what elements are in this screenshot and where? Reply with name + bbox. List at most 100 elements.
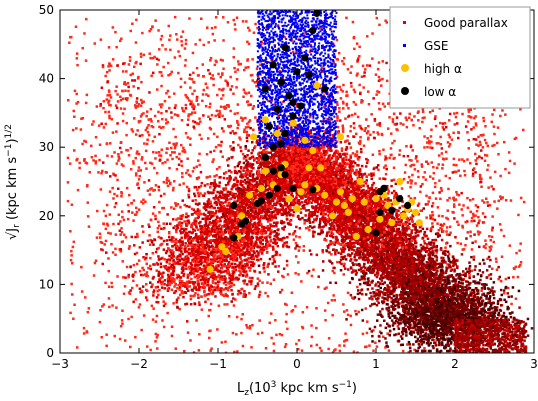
point bbox=[282, 243, 285, 247]
point bbox=[331, 141, 334, 144]
point bbox=[238, 242, 241, 245]
point bbox=[192, 221, 196, 225]
point bbox=[166, 287, 170, 291]
point bbox=[211, 32, 215, 36]
point bbox=[220, 267, 224, 270]
point bbox=[170, 267, 173, 270]
point bbox=[218, 181, 221, 184]
point bbox=[233, 196, 236, 200]
point bbox=[162, 265, 166, 268]
point bbox=[248, 251, 251, 254]
point bbox=[278, 180, 282, 183]
point bbox=[184, 255, 187, 259]
series-good-parallax bbox=[66, 15, 534, 353]
point bbox=[274, 250, 278, 254]
point bbox=[279, 238, 283, 241]
point bbox=[170, 206, 173, 209]
point bbox=[200, 237, 203, 240]
point bbox=[99, 309, 102, 312]
point bbox=[226, 226, 230, 229]
point bbox=[240, 244, 243, 247]
point bbox=[186, 320, 189, 323]
point bbox=[228, 232, 232, 235]
point bbox=[435, 251, 438, 254]
point bbox=[168, 38, 171, 42]
point bbox=[208, 248, 211, 251]
point bbox=[263, 270, 266, 273]
point bbox=[405, 118, 408, 122]
point bbox=[173, 151, 176, 154]
point bbox=[179, 244, 182, 247]
point bbox=[217, 287, 221, 290]
point bbox=[447, 293, 450, 296]
point bbox=[170, 288, 174, 291]
point bbox=[228, 175, 231, 178]
point bbox=[218, 277, 222, 281]
point bbox=[177, 248, 181, 251]
point bbox=[163, 99, 167, 103]
point bbox=[114, 247, 117, 251]
point bbox=[193, 275, 197, 279]
point bbox=[290, 127, 293, 130]
point bbox=[387, 349, 391, 352]
point bbox=[302, 245, 306, 248]
point bbox=[255, 193, 259, 196]
point bbox=[255, 185, 259, 189]
point bbox=[238, 261, 242, 264]
point bbox=[233, 262, 237, 266]
point bbox=[252, 192, 255, 195]
point bbox=[496, 207, 499, 210]
point bbox=[119, 39, 122, 43]
point bbox=[167, 280, 170, 283]
point bbox=[136, 129, 139, 132]
point bbox=[191, 199, 194, 202]
point bbox=[349, 71, 352, 74]
point bbox=[188, 205, 191, 209]
point bbox=[298, 245, 301, 249]
point bbox=[288, 232, 291, 236]
point bbox=[187, 214, 190, 218]
point bbox=[193, 89, 196, 93]
point bbox=[349, 314, 352, 318]
point bbox=[404, 163, 407, 167]
point bbox=[278, 153, 281, 156]
point bbox=[203, 237, 207, 240]
point bbox=[375, 16, 379, 20]
point bbox=[359, 136, 362, 139]
point bbox=[107, 65, 110, 68]
point bbox=[258, 224, 261, 227]
point bbox=[192, 270, 195, 273]
point bbox=[482, 116, 485, 120]
point bbox=[266, 235, 269, 238]
point bbox=[283, 204, 287, 207]
point bbox=[180, 280, 184, 283]
point bbox=[245, 264, 248, 268]
point bbox=[282, 275, 285, 279]
point bbox=[247, 242, 250, 245]
point bbox=[228, 242, 231, 245]
point bbox=[222, 187, 225, 190]
point bbox=[84, 59, 88, 62]
point bbox=[214, 201, 218, 204]
point bbox=[228, 192, 232, 196]
point bbox=[245, 92, 248, 95]
point bbox=[282, 158, 286, 161]
point bbox=[219, 201, 223, 204]
point bbox=[281, 192, 284, 195]
point bbox=[148, 29, 151, 33]
point bbox=[351, 152, 355, 155]
point bbox=[205, 270, 209, 273]
point bbox=[448, 136, 451, 139]
point bbox=[82, 332, 86, 335]
point bbox=[196, 191, 200, 195]
point bbox=[138, 303, 142, 306]
point bbox=[137, 75, 140, 79]
point bbox=[278, 70, 282, 73]
point bbox=[107, 269, 110, 273]
point bbox=[196, 216, 200, 220]
point bbox=[322, 149, 325, 152]
point bbox=[285, 259, 289, 263]
point bbox=[245, 259, 249, 262]
point bbox=[236, 248, 239, 251]
